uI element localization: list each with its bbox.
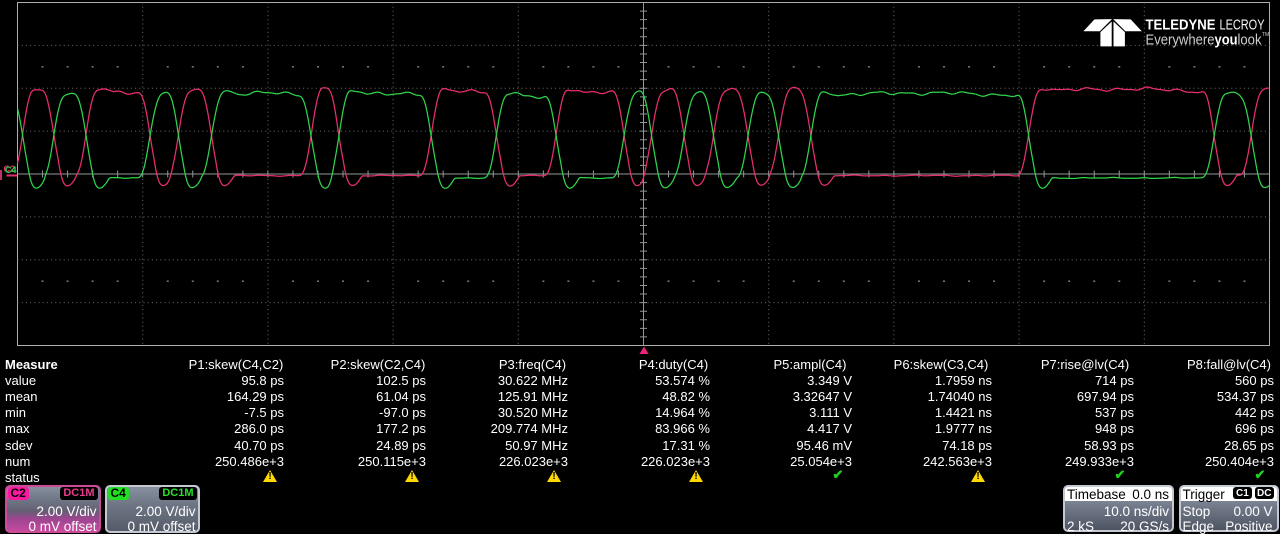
- svg-text:Everywhere: Everywhere: [1146, 32, 1215, 48]
- svg-text:TELEDYNE: TELEDYNE: [1146, 17, 1216, 33]
- svg-text:look: look: [1238, 32, 1263, 48]
- svg-text:TM: TM: [1262, 32, 1269, 38]
- svg-text:you: you: [1215, 32, 1238, 48]
- svg-text:C2: C2: [4, 164, 16, 174]
- svg-text:C4: C4: [5, 165, 17, 175]
- svg-text:LECROY: LECROY: [1220, 17, 1265, 33]
